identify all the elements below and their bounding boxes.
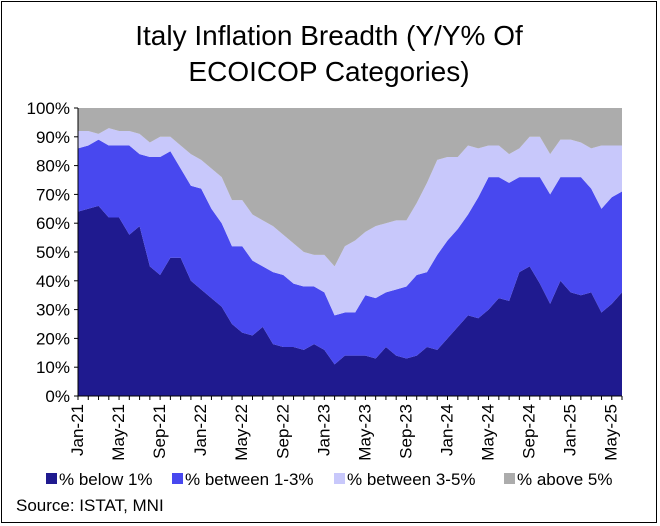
x-axis: Jan-21 May-21 Sep-21 Jan-22 May-22 Sep-22 Jan-… [68,395,623,461]
area-series-group [78,108,622,396]
x-tick-label: Jan-23 [314,404,333,456]
y-tick-label: 10% [36,358,70,377]
y-tick-label: 90% [36,128,70,147]
y-tick-label: 20% [36,329,70,348]
legend: % below 1% % between 1-3% % between 3-5% % … [46,470,612,489]
x-tick-label: Sep-22 [273,404,292,459]
x-tick-label: Jan-21 [68,404,87,456]
legend-label: % between 3-5% [347,470,476,489]
chart-title: Italy Inflation Breadth (Y/Y% Of ECOICOP… [0,18,658,90]
chart-title-line-2: ECOICOP Categories) [188,56,470,87]
y-axis: 0% 10% 20% 30% 40% 50% 60% 70% 80% 90% 100% [27,99,79,406]
area-series-2 [78,139,622,365]
legend-label: % above 5% [517,470,612,489]
x-tick-label: May-23 [355,404,374,461]
y-tick-label: 50% [36,243,70,262]
x-tick-label: May-21 [109,404,128,461]
legend-swatch [504,473,515,484]
area-series-4 [78,108,622,267]
source-note: Source: ISTAT, MNI [16,496,164,515]
x-tick-label: May-24 [479,404,498,461]
x-tick-label: Sep-24 [520,404,539,459]
area-series-1 [78,205,622,396]
y-tick-label: 100% [27,99,70,118]
legend-swatch [46,473,57,484]
y-tick-label: 70% [36,185,70,204]
y-tick-label: 80% [36,157,70,176]
x-tick-label: Jan-22 [191,404,210,456]
y-tick-label: 30% [36,301,70,320]
x-tick-label: Sep-23 [396,404,415,459]
area-series-3 [78,128,622,316]
y-tick-label: 40% [36,272,70,291]
legend-swatch [172,473,183,484]
x-tick-label: Sep-21 [150,404,169,459]
x-tick-label: May-22 [232,404,251,461]
x-tick-label: May-25 [602,404,621,461]
x-tick-label: Jan-24 [438,404,457,456]
y-tick-label: 60% [36,214,70,233]
legend-label: % between 1-3% [185,470,314,489]
chart-title-line-1: Italy Inflation Breadth (Y/Y% Of [135,20,523,51]
x-tick-label: Jan-25 [561,404,580,456]
legend-label: % below 1% [59,470,153,489]
y-tick-label: 0% [45,387,70,406]
legend-swatch [334,473,345,484]
